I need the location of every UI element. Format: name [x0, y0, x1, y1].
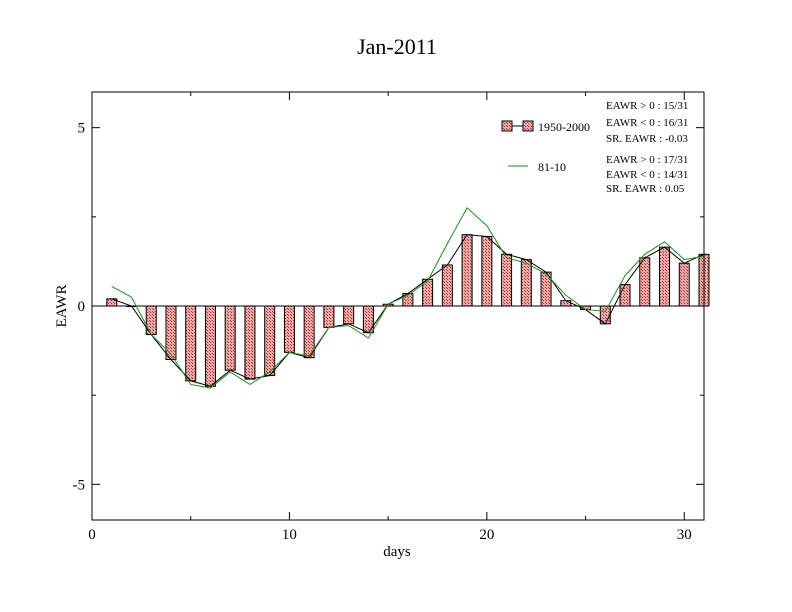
bar-1950-2000 — [165, 305, 177, 360]
y-tick-label: 0 — [78, 299, 86, 315]
x-axis-label: days — [383, 544, 411, 560]
y-axis-label: EAWR — [54, 285, 70, 328]
x-tick-label: 20 — [479, 527, 494, 543]
bar-1950-2000 — [441, 264, 453, 307]
bar-1950-2000 — [303, 305, 315, 359]
bar-1950-2000 — [185, 305, 197, 382]
bar-1950-2000 — [323, 305, 335, 328]
line-1950-2000 — [111, 234, 705, 387]
bar-1950-2000 — [224, 305, 236, 371]
legend-stat: EAWR > 0 : 15/31 — [606, 100, 688, 112]
legend-stat: SR. EAWR : 0.05 — [606, 183, 685, 195]
bar-1950-2000 — [461, 234, 473, 307]
bar-1950-2000 — [520, 259, 532, 307]
legend-label-1950-2000: 1950-2000 — [538, 120, 590, 134]
bar-1950-2000 — [204, 305, 216, 387]
bar-1950-2000 — [501, 253, 513, 307]
bar-1950-2000 — [639, 257, 651, 307]
bar-1950-2000 — [362, 305, 374, 334]
bar-1950-2000 — [678, 262, 690, 307]
legend-label-81-10: 81-10 — [538, 160, 566, 174]
legend-bar-swatch-right — [522, 120, 534, 132]
x-tick-label: 10 — [282, 527, 297, 543]
y-tick-label: -5 — [73, 477, 86, 493]
x-tick-label: 0 — [88, 527, 96, 543]
legend-stat: SR. EAWR : -0.03 — [606, 133, 688, 145]
bar-1950-2000 — [244, 305, 256, 380]
legend-stat: EAWR < 0 : 16/31 — [606, 117, 688, 129]
line-81-10 — [111, 207, 705, 389]
legend-bar-swatch-left — [501, 120, 513, 132]
legend-stat: EAWR < 0 : 14/31 — [606, 169, 688, 181]
bar-1950-2000 — [659, 246, 671, 307]
x-tick-label: 30 — [677, 527, 692, 543]
y-tick-label: 5 — [78, 121, 86, 137]
chart-title: Jan-2011 — [357, 34, 437, 59]
legend-stat: EAWR > 0 : 17/31 — [606, 154, 688, 166]
bar-1950-2000 — [481, 235, 493, 307]
legend: 1950-2000 EAWR > 0 : 15/31 EAWR < 0 : 16… — [501, 100, 688, 195]
bar-1950-2000 — [264, 305, 276, 377]
legend-entry-1950-2000: 1950-2000 EAWR > 0 : 15/31 EAWR < 0 : 16… — [501, 100, 688, 145]
bar-1950-2000 — [283, 305, 295, 353]
bar-1950-2000 — [560, 300, 572, 307]
legend-entry-81-10: 81-10 EAWR > 0 : 17/31 EAWR < 0 : 14/31 … — [508, 154, 688, 195]
plot-area: 0 10 20 30 -5 0 5 — [73, 91, 710, 543]
bar-1950-2000 — [619, 284, 631, 307]
bar-1950-2000 — [343, 305, 355, 325]
